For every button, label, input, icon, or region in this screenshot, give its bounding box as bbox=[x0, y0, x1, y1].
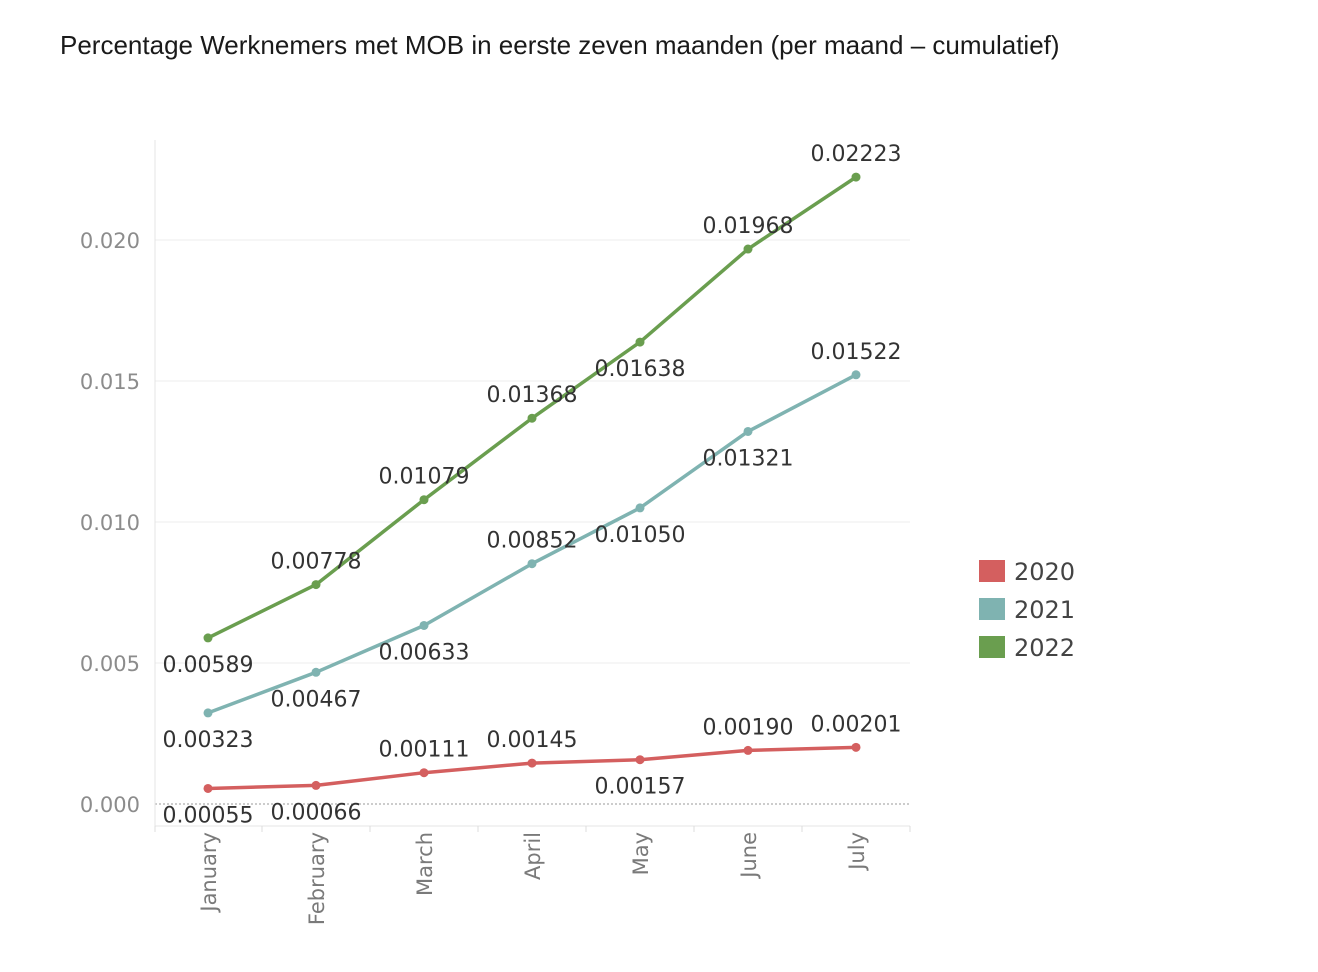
y-tick-label: 0.005 bbox=[80, 652, 140, 676]
legend-label-2020: 2020 bbox=[1014, 558, 1075, 586]
legend-label-2022: 2022 bbox=[1014, 634, 1075, 662]
data-point bbox=[419, 768, 429, 778]
x-axis-ticks: January February March April May June July bbox=[197, 832, 869, 925]
data-label: 0.00589 bbox=[163, 653, 254, 678]
data-label: 0.01522 bbox=[811, 340, 902, 365]
legend-label-2021: 2021 bbox=[1014, 596, 1075, 624]
series-line-2020 bbox=[206, 745, 858, 791]
data-point bbox=[311, 780, 321, 790]
data-point bbox=[851, 172, 861, 182]
data-point bbox=[203, 708, 213, 718]
data-label: 0.01321 bbox=[703, 446, 794, 471]
data-point bbox=[527, 413, 537, 423]
x-tick-label: February bbox=[305, 832, 329, 925]
data-label: 0.00066 bbox=[271, 800, 362, 825]
data-point bbox=[635, 503, 645, 513]
data-label: 0.01079 bbox=[379, 465, 470, 490]
legend: 2020 2021 2022 bbox=[979, 558, 1075, 662]
data-point bbox=[203, 633, 213, 643]
legend-swatch-2021 bbox=[979, 598, 1005, 620]
data-label: 0.00323 bbox=[163, 728, 254, 753]
data-point bbox=[419, 620, 429, 630]
data-label: 0.00467 bbox=[271, 687, 362, 712]
data-label: 0.01638 bbox=[595, 357, 686, 382]
data-label: 0.01968 bbox=[703, 214, 794, 239]
data-label: 0.00201 bbox=[811, 712, 902, 737]
x-tick-label: July bbox=[845, 832, 869, 872]
data-label: 0.00852 bbox=[487, 529, 578, 554]
data-point bbox=[743, 745, 753, 755]
data-point bbox=[203, 783, 213, 793]
series-lines bbox=[203, 172, 861, 793]
y-axis-ticks: 0.000 0.005 0.010 0.015 0.020 bbox=[80, 229, 140, 817]
x-tick-label: January bbox=[197, 832, 221, 914]
data-label: 0.00111 bbox=[379, 738, 470, 763]
x-tick-label: May bbox=[629, 832, 653, 875]
legend-swatch-2020 bbox=[979, 560, 1005, 582]
data-label: 0.00633 bbox=[379, 640, 470, 665]
data-label: 0.01050 bbox=[595, 523, 686, 548]
x-tick-label: March bbox=[413, 832, 437, 896]
data-point bbox=[851, 742, 861, 752]
data-label: 0.01368 bbox=[487, 383, 578, 408]
data-label: 0.00145 bbox=[487, 728, 578, 753]
y-tick-label: 0.000 bbox=[80, 793, 140, 817]
data-point bbox=[527, 559, 537, 569]
data-point bbox=[743, 244, 753, 254]
x-tick-label: April bbox=[521, 832, 545, 880]
y-tick-label: 0.015 bbox=[80, 370, 140, 394]
data-labels: 0.00055 0.00066 0.00111 0.00145 0.00157 0.001… bbox=[163, 142, 902, 828]
data-point bbox=[311, 580, 321, 590]
data-label: 0.00190 bbox=[703, 715, 794, 740]
data-point bbox=[851, 370, 861, 380]
y-tick-label: 0.020 bbox=[80, 229, 140, 253]
data-point bbox=[635, 337, 645, 347]
axes bbox=[154, 140, 911, 832]
data-point bbox=[527, 758, 537, 768]
data-label: 0.02223 bbox=[811, 142, 902, 167]
data-label: 0.00055 bbox=[163, 803, 254, 828]
data-point bbox=[635, 755, 645, 765]
data-point bbox=[743, 426, 753, 436]
data-point bbox=[311, 667, 321, 677]
legend-swatch-2022 bbox=[979, 636, 1005, 658]
data-label: 0.00157 bbox=[595, 775, 686, 800]
grid-lines bbox=[155, 239, 910, 805]
data-point bbox=[419, 495, 429, 505]
chart-title: Percentage Werknemers met MOB in eerste … bbox=[60, 30, 1060, 60]
data-label: 0.00778 bbox=[271, 550, 362, 575]
x-tick-label: June bbox=[737, 832, 761, 880]
y-tick-label: 0.010 bbox=[80, 511, 140, 535]
